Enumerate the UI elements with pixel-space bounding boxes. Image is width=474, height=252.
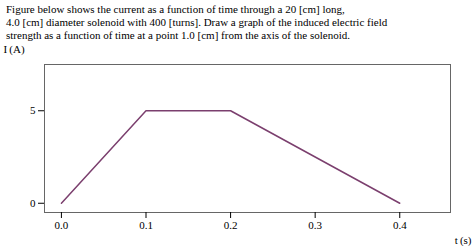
svg-text:0.1: 0.1 — [139, 219, 153, 231]
svg-text:0.3: 0.3 — [308, 219, 322, 231]
svg-text:5: 5 — [30, 104, 36, 116]
svg-text:0.0: 0.0 — [55, 219, 69, 231]
svg-text:t (s): t (s) — [455, 234, 472, 247]
svg-text:0.2: 0.2 — [224, 219, 238, 231]
svg-text:I (A): I (A) — [4, 43, 25, 56]
html-text:4.0 [cm] diameter solenoid wit: 4.0 [cm] diameter solenoid with 400 [tur… — [6, 16, 388, 28]
html-text:Figure below shows the current: Figure below shows the current as a func… — [6, 3, 345, 15]
svg-text:0.4: 0.4 — [393, 219, 407, 231]
svg-text:0: 0 — [30, 197, 36, 209]
html-text:strength as a function of time: strength as a function of time at a poin… — [6, 29, 350, 41]
